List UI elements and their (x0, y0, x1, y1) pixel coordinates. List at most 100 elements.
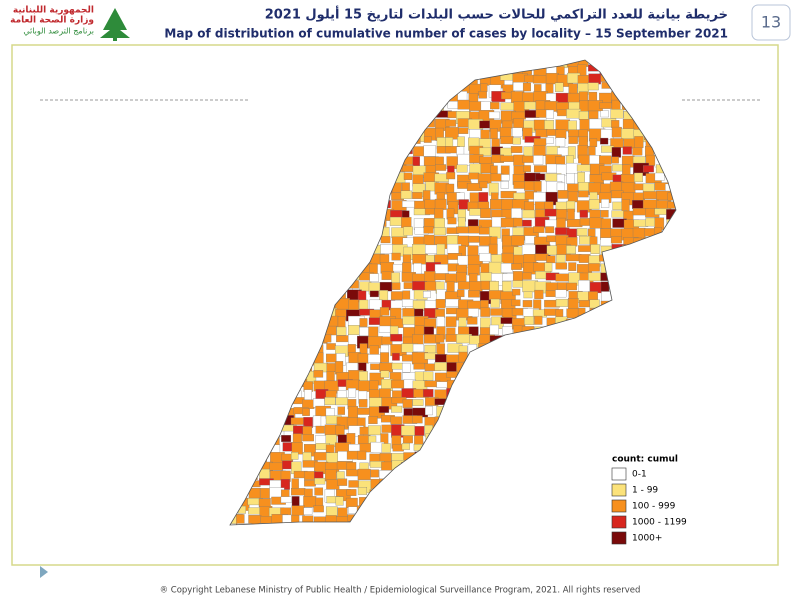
map-region (500, 136, 514, 145)
map-region (400, 190, 412, 200)
map-region (236, 514, 245, 525)
map-region (456, 164, 468, 173)
map-region (326, 371, 335, 382)
map-region (412, 343, 424, 353)
map-region (500, 263, 513, 273)
map-region (401, 354, 413, 362)
map-region (436, 381, 448, 388)
map-region (479, 181, 488, 189)
map-region (380, 352, 389, 363)
map-region (445, 316, 457, 327)
map-region (357, 450, 367, 460)
map-region (347, 406, 358, 419)
map-region (634, 172, 643, 183)
map-region (479, 120, 490, 129)
map-region (488, 111, 501, 119)
map-region (337, 478, 348, 486)
map-region (380, 244, 395, 254)
map-region (414, 308, 424, 317)
map-region (621, 199, 630, 212)
map-region (402, 200, 416, 208)
map-region (423, 226, 434, 234)
map-region (304, 480, 316, 487)
legend-swatch (611, 531, 627, 545)
map-region (490, 128, 498, 139)
map-region (433, 227, 446, 236)
map-region (611, 147, 622, 158)
map-region (390, 379, 405, 389)
map-region (522, 209, 535, 219)
legend-swatch (611, 515, 627, 529)
map-region (568, 298, 579, 310)
map-region (524, 201, 535, 211)
map-region (434, 354, 448, 363)
map-region (600, 218, 612, 229)
map-region (576, 228, 588, 237)
map-region (502, 281, 512, 293)
map-region (292, 433, 302, 444)
title-english: Map of distribution of cumulative number… (164, 27, 728, 41)
map-region (378, 406, 390, 413)
map-region (291, 488, 306, 496)
map-region (369, 345, 379, 355)
map-region (392, 352, 400, 361)
map-region (588, 199, 600, 210)
map-region (281, 435, 292, 442)
map-region (436, 343, 445, 357)
map-region (345, 497, 358, 508)
map-region (423, 371, 434, 381)
map-region (579, 235, 592, 245)
map-region (501, 174, 510, 181)
map-region (588, 291, 598, 302)
map-region (611, 190, 624, 199)
map-region (533, 155, 544, 165)
map-region (524, 101, 536, 110)
map-region (325, 353, 338, 363)
map-region (632, 147, 643, 156)
map-region (512, 127, 523, 137)
map-region (533, 181, 542, 192)
map-region (467, 317, 478, 325)
map-region (324, 397, 336, 406)
map-region (413, 146, 426, 157)
map-region (502, 273, 514, 282)
map-region (423, 136, 432, 143)
map-region (314, 477, 326, 485)
nav-arrow (40, 566, 48, 578)
map-region (390, 333, 403, 342)
map-region (599, 155, 612, 165)
map-region (578, 111, 589, 121)
map-region (546, 255, 556, 264)
map-region (304, 389, 312, 401)
map-region (634, 136, 644, 149)
map-region (533, 144, 546, 156)
legend-swatch (611, 467, 627, 481)
map-region (358, 399, 368, 408)
map-region (467, 300, 483, 310)
map-region (401, 182, 410, 192)
map-region (480, 83, 488, 92)
map-region (402, 362, 411, 373)
map-region (335, 425, 345, 436)
map-region (458, 127, 469, 134)
map-region (314, 487, 324, 496)
map-region (381, 443, 391, 453)
map-region (568, 136, 578, 144)
map-region (620, 174, 635, 184)
map-region (403, 226, 413, 236)
map-region (412, 244, 427, 255)
map-region (457, 136, 465, 147)
map-region (590, 244, 600, 254)
map-region (368, 416, 378, 425)
map-region (434, 264, 449, 275)
map-region (402, 262, 412, 273)
map-region (336, 326, 347, 336)
map-region (524, 235, 536, 244)
map-region (600, 129, 614, 140)
map-region (369, 273, 379, 282)
map-region (326, 343, 336, 350)
map-region (458, 317, 467, 327)
map-region (357, 353, 369, 364)
map-region (391, 282, 401, 290)
